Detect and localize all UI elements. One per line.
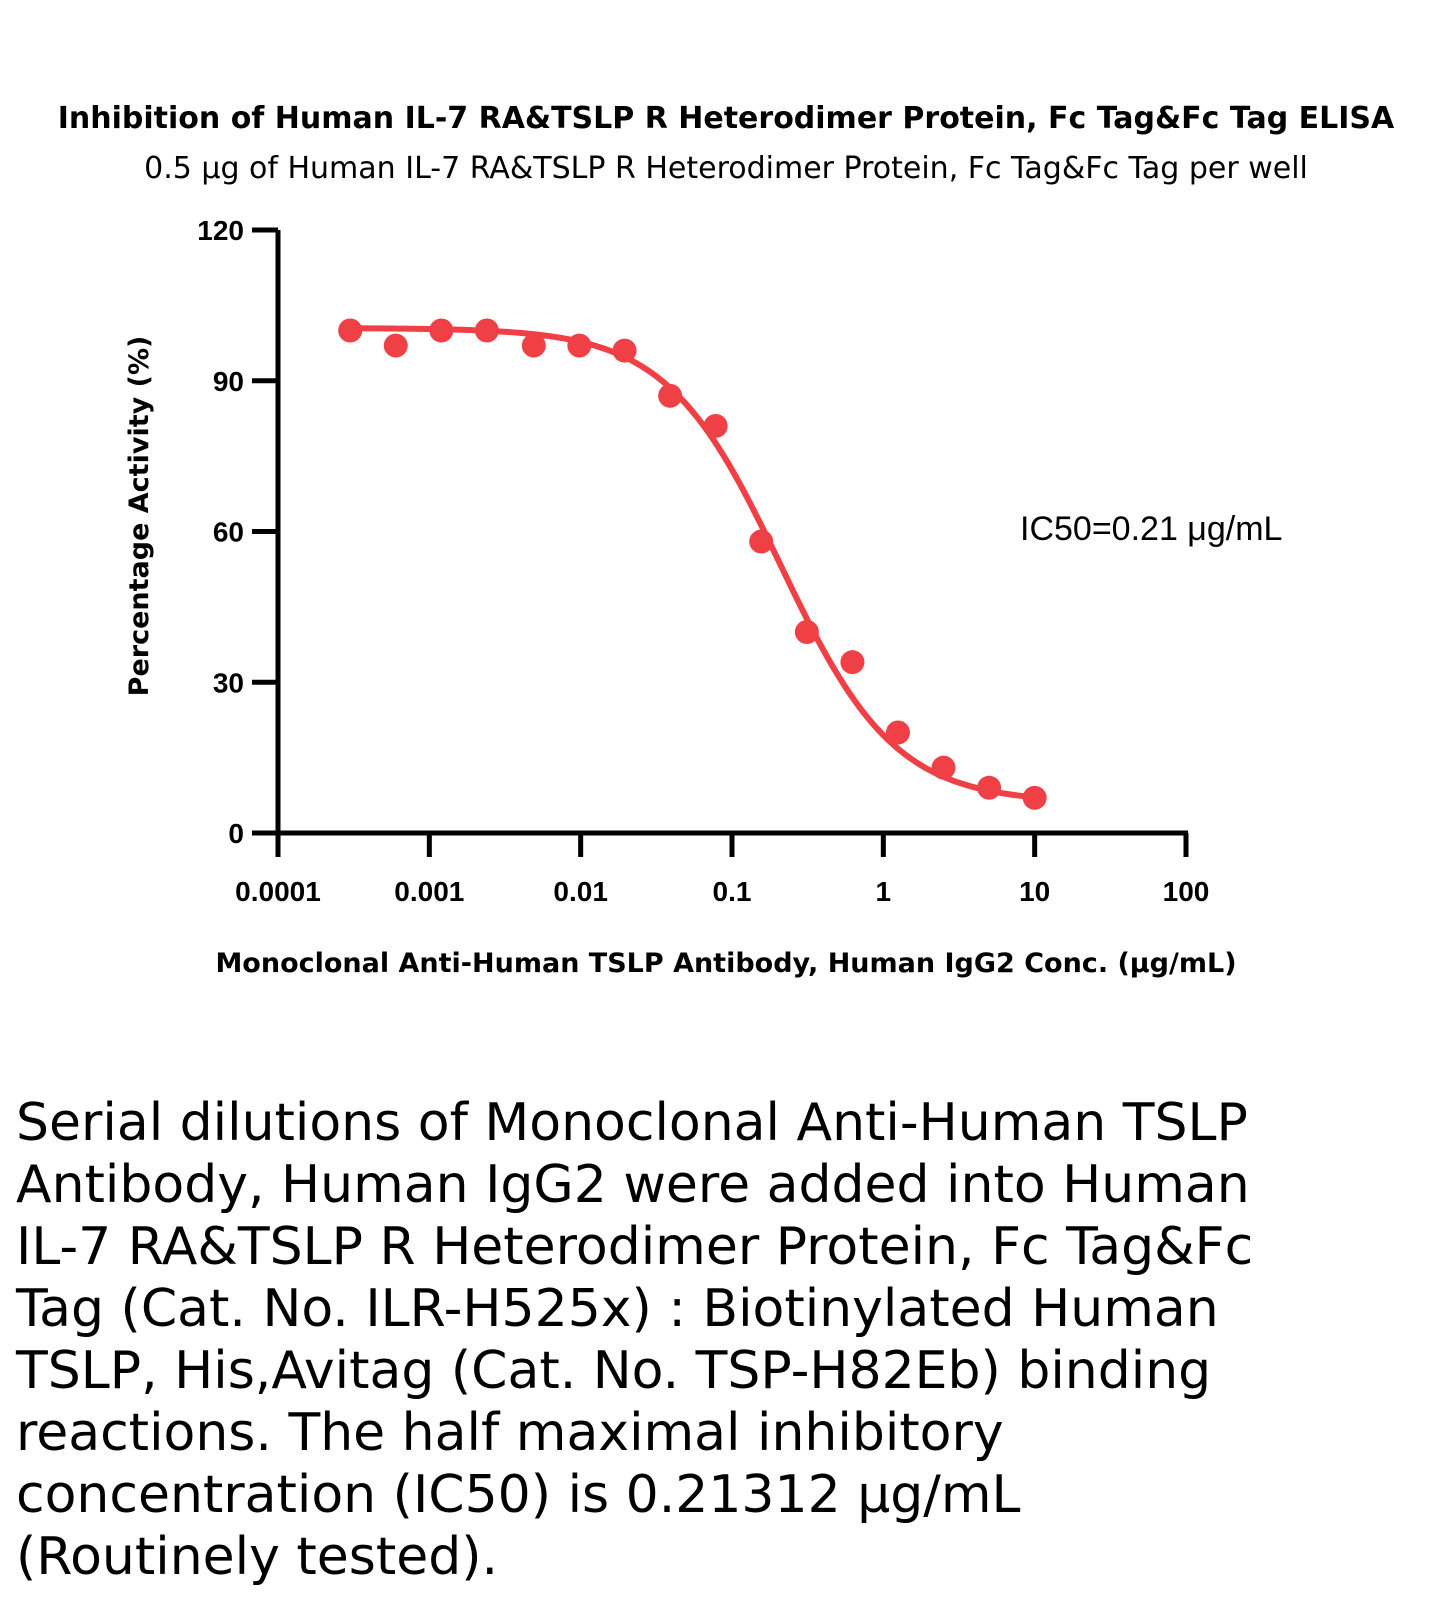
y-tick-label: 30 — [213, 667, 244, 698]
data-point — [474, 318, 499, 343]
data-point — [567, 333, 592, 358]
x-tick-label: 0.1 — [713, 876, 752, 907]
ic50-chart: Inhibition of Human IL-7 RA&TSLP R Heter… — [58, 101, 1395, 979]
data-point — [840, 650, 865, 675]
x-tick-label: 0.01 — [553, 876, 608, 907]
data-point — [612, 338, 637, 363]
data-point — [1022, 785, 1047, 810]
figure-caption: Serial dilutions of Monoclonal Anti-Huma… — [16, 1093, 1254, 1587]
y-axis-label: Percentage Activity (%) — [124, 336, 155, 697]
x-tick-label: 100 — [1163, 876, 1210, 907]
data-point — [658, 383, 683, 408]
y-tick-label: 60 — [213, 517, 244, 548]
data-point — [429, 318, 454, 343]
data-point — [885, 720, 910, 745]
y-tick-label: 90 — [213, 366, 244, 397]
fit-curve — [347, 325, 1038, 801]
x-axis-label: Monoclonal Anti-Human TSLP Antibody, Hum… — [215, 948, 1236, 979]
chart-subtitle: 0.5 μg of Human IL-7 RA&TSLP R Heterodim… — [144, 151, 1308, 186]
ic50-annotation: IC50=0.21 μg/mL — [1020, 510, 1282, 548]
y-tick-label: 120 — [197, 215, 244, 246]
x-tick-label: 10 — [1019, 876, 1050, 907]
x-tick-label: 1 — [876, 876, 892, 907]
data-point — [383, 333, 408, 358]
data-point — [794, 620, 819, 644]
y-tick-label: 0 — [228, 818, 244, 849]
data-point — [521, 333, 546, 358]
y-axis-ticks: 0 30 60 90 120 — [197, 215, 278, 849]
chart-title: Inhibition of Human IL-7 RA&TSLP R Heter… — [58, 101, 1395, 136]
data-point — [703, 413, 728, 438]
data-point — [338, 318, 363, 343]
data-point — [749, 529, 774, 554]
x-tick-label: 0.0001 — [235, 876, 321, 907]
x-axis-ticks: 0.0001 0.001 0.01 0.1 1 10 100 — [235, 833, 1209, 907]
data-point — [977, 775, 1002, 800]
x-tick-label: 0.001 — [394, 876, 464, 907]
data-points — [338, 318, 1047, 810]
data-point — [931, 755, 956, 780]
